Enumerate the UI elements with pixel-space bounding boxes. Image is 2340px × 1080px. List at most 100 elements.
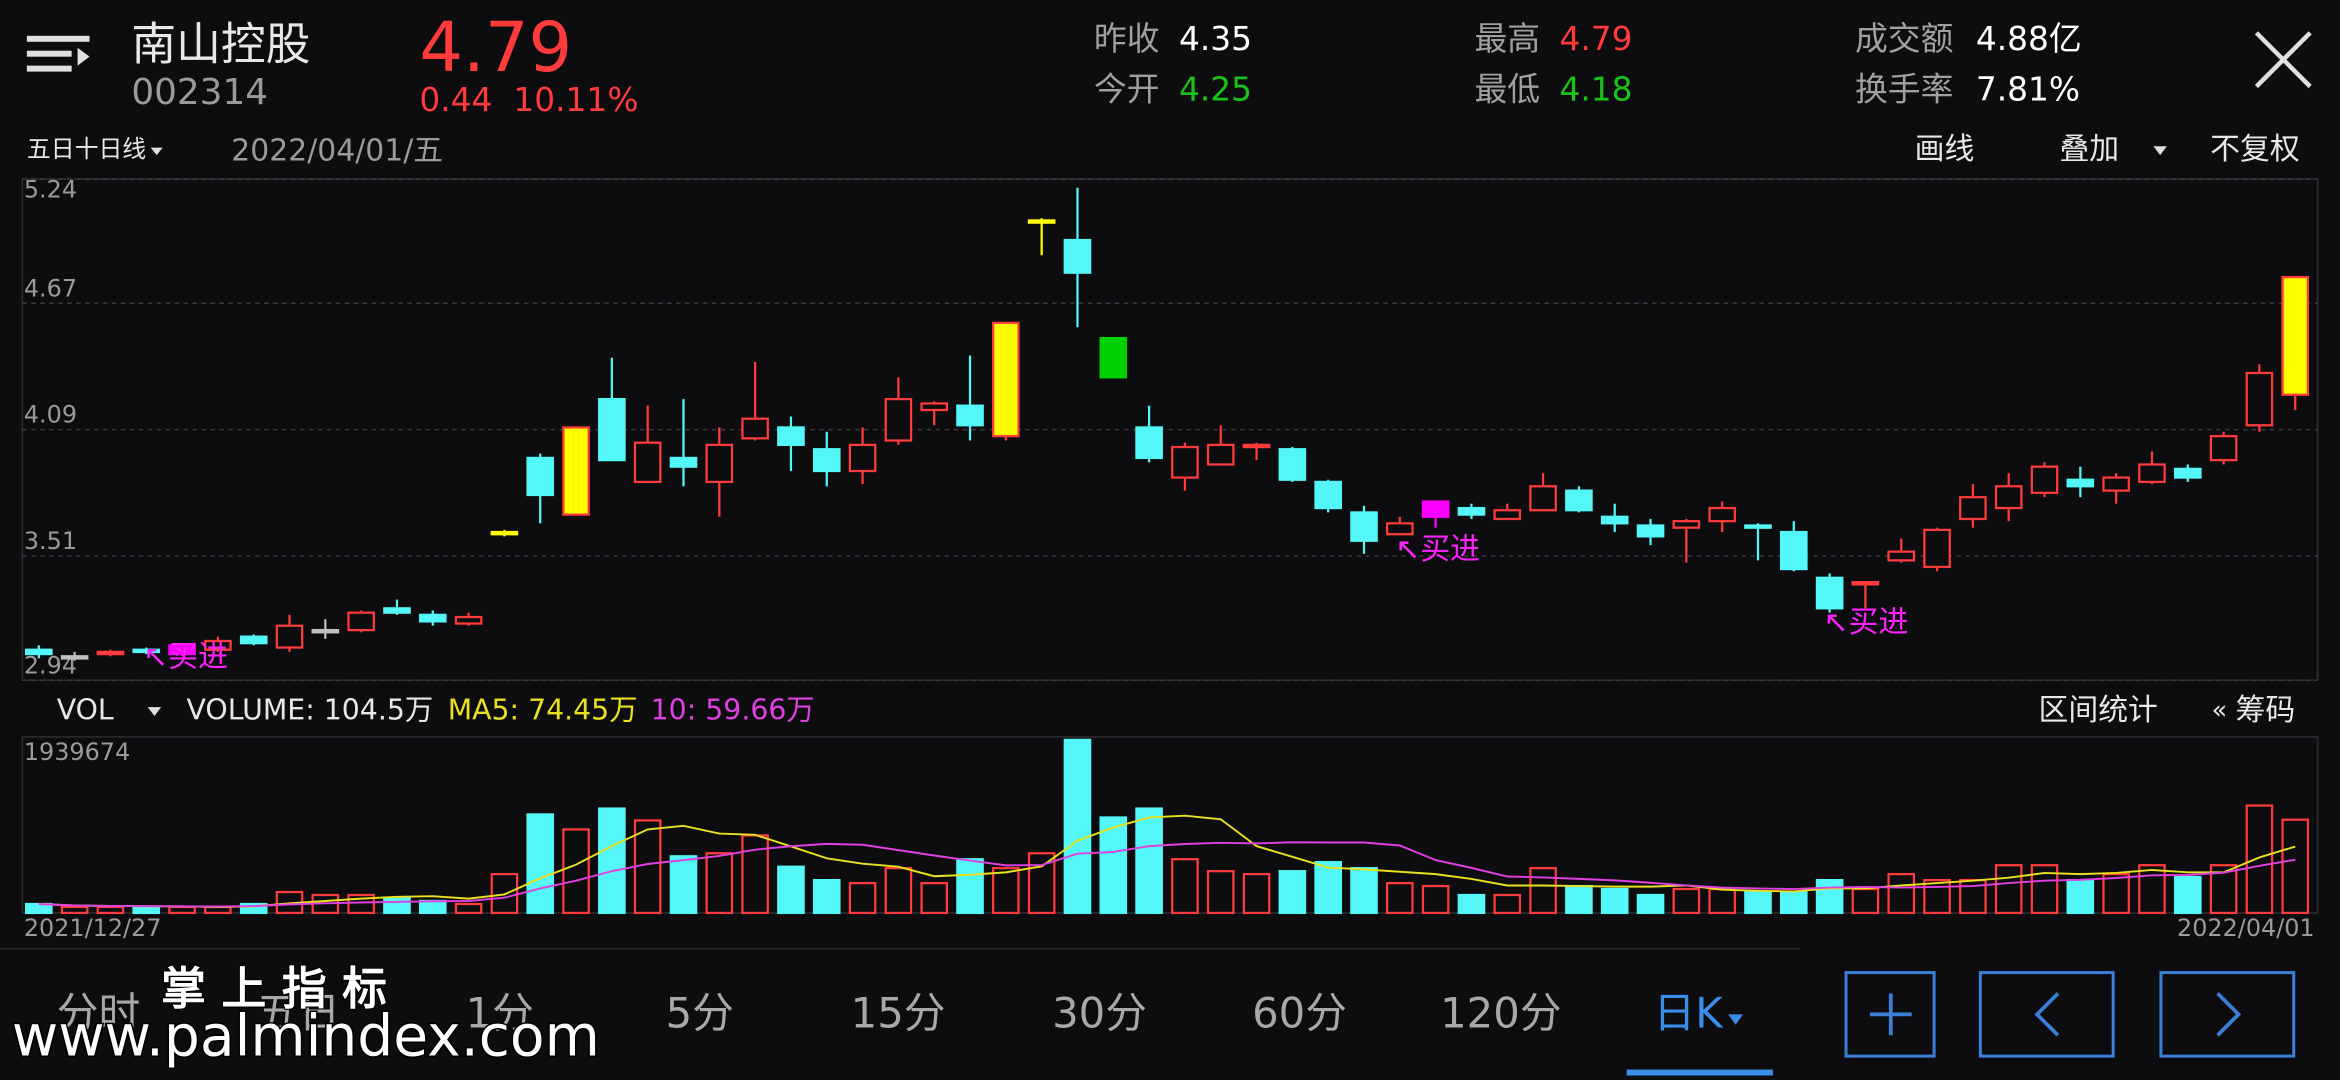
close-button[interactable] (2254, 31, 2312, 89)
prev-button[interactable] (1978, 971, 2115, 1058)
tab-underline (1626, 1069, 1773, 1076)
y-tick-label: 4.09 (24, 401, 77, 429)
stat-value: 4.18 (1560, 70, 1633, 108)
period-tab[interactable]: 120分 (1440, 988, 1562, 1037)
y-tick-label: 3.51 (24, 527, 77, 555)
close-icon (2254, 31, 2312, 89)
price: 4.79 (419, 8, 572, 88)
stat-label: 昨收 (1094, 20, 1160, 58)
stat-value: 7.81% (1976, 70, 2080, 108)
candle-body (1529, 485, 1557, 512)
volume-bar (168, 905, 196, 915)
period-tab[interactable]: 30分 (1052, 988, 1147, 1037)
period-tab[interactable]: 15分 (851, 988, 946, 1037)
toolbar-button[interactable]: 叠加 (2059, 132, 2119, 167)
candle-body (2245, 371, 2274, 427)
period-tab[interactable]: 60分 (1252, 988, 1347, 1037)
candle-body (741, 417, 769, 440)
candle-body (1994, 485, 2023, 510)
stat-label: 成交额 (1855, 20, 1953, 58)
volume-bar (956, 858, 984, 915)
candle-body (992, 321, 1020, 438)
volume-bar (920, 882, 949, 915)
period-tab[interactable]: 五日 (257, 988, 341, 1037)
volume-bar (1278, 870, 1307, 915)
volume-bar (1135, 807, 1163, 915)
volume-bar (2102, 873, 2130, 915)
candle-body (956, 404, 984, 427)
volume-bar (1242, 873, 1271, 915)
button-frame (1844, 971, 1936, 1058)
volume-bar (96, 905, 125, 915)
volume-bar (884, 867, 913, 915)
toolbar-button[interactable]: 画线 (1915, 132, 1975, 167)
candle-body (1278, 448, 1307, 481)
volume-bar (848, 882, 877, 915)
candle-body (598, 397, 626, 462)
volume-bar (60, 905, 89, 915)
candle-body (204, 639, 232, 651)
candle-body (1457, 506, 1486, 516)
volume-bar (598, 807, 626, 915)
volume-bar (1565, 884, 1593, 915)
volume-bar (454, 902, 483, 915)
candle-body (168, 644, 196, 656)
volume-bar (1099, 816, 1128, 915)
volume-bar (1493, 893, 1522, 915)
volume-bar (2173, 875, 2202, 915)
candle-body (1135, 426, 1163, 460)
volume-bar (1887, 873, 1916, 915)
menu-button[interactable] (26, 35, 90, 72)
change: 0.44 (419, 81, 492, 119)
candle-body (2102, 476, 2130, 492)
zoom-in-button[interactable] (1844, 971, 1936, 1058)
volume-bar (239, 902, 268, 915)
x-tick-label: 2022/04/01 (2177, 914, 2315, 942)
toolbar-button[interactable]: 不复权 (2210, 132, 2300, 167)
volume-bar (2138, 864, 2166, 915)
volume-bar (1636, 893, 1665, 915)
stat-value: 4.79 (1560, 20, 1633, 58)
candle-body (239, 635, 268, 645)
volume-bar (1815, 878, 1844, 915)
ma-selector[interactable]: 五日十日线 (27, 135, 146, 163)
candle-body (669, 456, 698, 468)
indicator-selector[interactable]: VOL (57, 694, 114, 727)
next-button[interactable] (2159, 971, 2296, 1058)
period-tab[interactable]: 日K (1654, 988, 1725, 1037)
candle-body (2209, 435, 2238, 462)
left-icon (2034, 992, 2060, 1037)
range-stats-button[interactable]: 区间统计 (2039, 693, 2158, 728)
volume-bar (1779, 890, 1808, 915)
candle-body (275, 624, 304, 649)
volume-bar (1994, 864, 2023, 915)
candle-body (347, 611, 375, 632)
candle-body (2030, 465, 2059, 494)
candle-body (1027, 219, 1056, 224)
ma5-text: MA5: 74.45万 (448, 694, 638, 727)
menu-arrow (77, 47, 90, 66)
volume-bar (1421, 884, 1450, 915)
x-tick-label: 2021/12/27 (24, 914, 162, 942)
period-tab[interactable]: 1分 (466, 988, 534, 1037)
volume-bar (1708, 887, 1736, 915)
candle-body (454, 615, 483, 625)
candle-body (777, 426, 805, 446)
volume-bar (741, 834, 769, 915)
volume-bar (562, 828, 590, 915)
chips-button[interactable]: 筹码 (2236, 693, 2296, 728)
stock-code: 002314 (131, 72, 268, 113)
candle-body (1493, 509, 1522, 521)
period-tab[interactable]: 分时 (57, 988, 141, 1037)
watermark-title: 掌 上 指 标 (161, 962, 387, 1015)
candle-body (1959, 496, 1987, 521)
y-tick-label: 4.67 (24, 274, 77, 302)
button-frame (1978, 971, 2115, 1058)
period-tab[interactable]: 5分 (666, 988, 734, 1037)
volume-bar (1457, 893, 1486, 915)
candle-body (383, 607, 411, 614)
candle-body (2173, 467, 2202, 479)
candle-body (1565, 489, 1593, 512)
